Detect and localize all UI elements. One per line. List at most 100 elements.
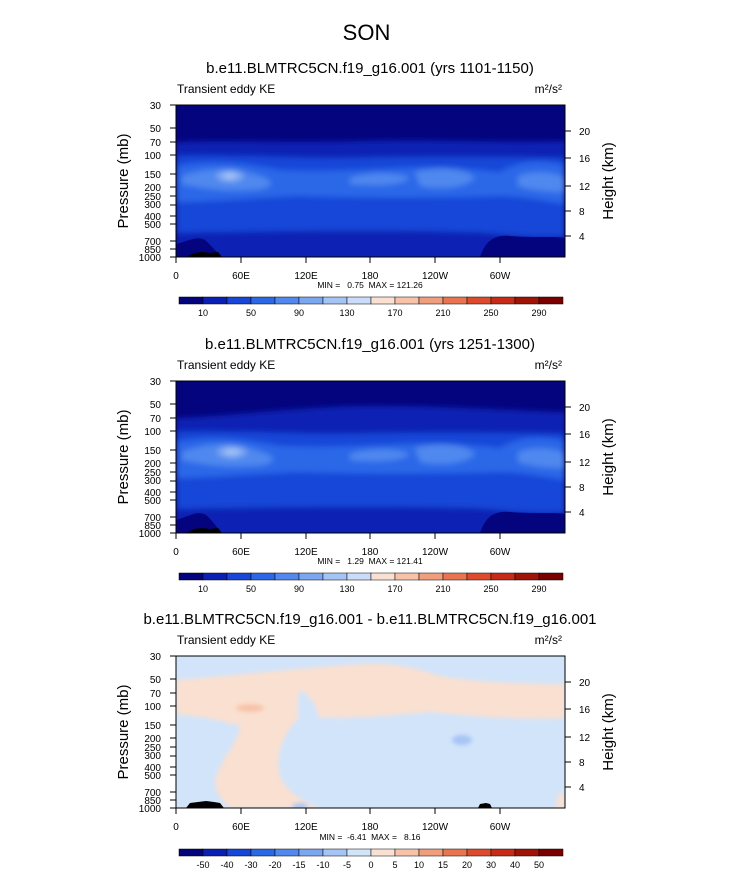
panel-2-y-tick: 200 — [144, 459, 161, 470]
colorbar-label: -50 — [196, 860, 209, 870]
colorbar-label: 130 — [339, 584, 354, 594]
panel-2-x-tick: 60E — [232, 547, 250, 558]
colorbar-swatch — [226, 572, 252, 581]
colorbar-label: 50 — [534, 860, 544, 870]
panel-2-y2-tick: 8 — [579, 483, 585, 494]
colorbar-label: 30 — [486, 860, 496, 870]
panel-1-y2-tick: 4 — [579, 232, 585, 243]
colorbar-swatch — [394, 296, 420, 305]
panel-3-y2-axis: 20 16 12 8 4 Height (km) — [565, 678, 617, 794]
panel-1-y-tick: 500 — [144, 220, 161, 231]
colorbar-swatch — [466, 848, 492, 857]
colorbar-swatch — [490, 296, 516, 305]
panel-2-y-axis-label: Pressure (mb) — [115, 409, 132, 504]
colorbar-label: 50 — [246, 308, 256, 318]
panel-3-y-tick: 1000 — [139, 804, 162, 815]
panel-2: b.e11.BLMTRC5CN.f19_g16.001 (yrs 1251-13… — [115, 336, 617, 594]
colorbar-swatch — [250, 296, 276, 305]
colorbar-swatch — [418, 572, 444, 581]
colorbar-swatch — [322, 296, 348, 305]
panel-3-y-tick: 50 — [150, 675, 162, 686]
panel-1-y-tick: 1000 — [139, 253, 162, 264]
colorbar-swatch — [298, 848, 324, 857]
panel-3-y2-tick: 12 — [579, 733, 591, 744]
colorbar-label: 170 — [387, 584, 402, 594]
panel-1-y-axis-label: Pressure (mb) — [115, 133, 132, 228]
panel-2-y-tick: 700 — [144, 513, 161, 524]
panel-1-x-tick: 120W — [422, 271, 449, 282]
panel-1-y-tick: 700 — [144, 237, 161, 248]
colorbar-swatch — [202, 848, 228, 857]
panel-1-y-tick: 100 — [144, 151, 161, 162]
colorbar-label: 90 — [294, 584, 304, 594]
panel-2-x-axis: 0 60E 120E 180 120W 60W — [173, 533, 511, 558]
colorbar-label: 10 — [198, 308, 208, 318]
panel-1-y2-tick: 16 — [579, 154, 591, 165]
colorbar-swatch — [226, 296, 252, 305]
panel-3-variable-label: Transient eddy KE — [177, 633, 275, 647]
colorbar-swatch — [298, 572, 324, 581]
colorbar-swatch — [274, 296, 300, 305]
panel-1-x-tick: 180 — [362, 271, 379, 282]
colorbar-swatch — [538, 848, 564, 857]
colorbar-label: -20 — [268, 860, 281, 870]
panel-1-x-tick: 120E — [294, 271, 318, 282]
colorbar-label: 290 — [531, 308, 546, 318]
colorbar-swatch — [514, 572, 540, 581]
panel-2-y2-tick: 12 — [579, 458, 591, 469]
panel-3-x-tick: 120W — [422, 822, 449, 833]
panel-2-y2-tick: 16 — [579, 430, 591, 441]
panel-1-x-axis: 0 60E 120E 180 120W 60W — [173, 257, 511, 282]
panel-1-x-tick: 60W — [490, 271, 511, 282]
colorbar-label: 15 — [438, 860, 448, 870]
panel-3-y-tick: 150 — [144, 721, 161, 732]
panel-2-y-axis: 30 50 70 100 150 200 250 300 400 500 700… — [115, 377, 176, 540]
panel-1-y-tick: 850 — [144, 245, 161, 256]
colorbar-swatch — [274, 848, 300, 857]
panel-1-y2-axis: 20 16 12 8 4 Height (km) — [565, 127, 617, 243]
panel-1-y-tick: 250 — [144, 192, 161, 203]
panel-2-x-tick: 120E — [294, 547, 318, 558]
panel-2-y-tick: 1000 — [139, 529, 162, 540]
panel-1-units: m²/s² — [535, 82, 562, 96]
colorbar-swatch — [442, 572, 468, 581]
colorbar-swatch — [178, 572, 204, 581]
panel-2-contour-field — [176, 381, 565, 533]
panel-1-x-tick: 60E — [232, 271, 250, 282]
panel-3-y-axis: 30 50 70 100 150 200 250 300 400 500 700… — [115, 652, 176, 815]
panel-1-y2-axis-label: Height (km) — [600, 142, 617, 220]
panel-2-y-tick: 150 — [144, 446, 161, 457]
panel-3-y2-tick: 4 — [579, 783, 585, 794]
colorbar-swatch — [490, 848, 516, 857]
colorbar-label: 250 — [483, 308, 498, 318]
panel-1-y2-tick: 20 — [579, 127, 591, 138]
colorbar-swatch — [322, 848, 348, 857]
panel-2-y-tick: 50 — [150, 400, 162, 411]
colorbar-swatch — [250, 572, 276, 581]
colorbar-swatch — [202, 572, 228, 581]
panel-3: b.e11.BLMTRC5CN.f19_g16.001 - b.e11.BLMT… — [115, 611, 617, 870]
colorbar-swatch — [346, 572, 372, 581]
panel-2-y-tick: 70 — [150, 414, 162, 425]
panel-3-contour-field — [176, 656, 565, 808]
colorbar-label: 40 — [510, 860, 520, 870]
main-title: SON — [342, 20, 391, 45]
colorbar-label: -30 — [244, 860, 257, 870]
panel-3-y-tick: 400 — [144, 763, 161, 774]
panel-1: b.e11.BLMTRC5CN.f19_g16.001 (yrs 1101-11… — [115, 60, 617, 318]
panel-1-y-tick: 400 — [144, 212, 161, 223]
colorbar-swatch — [490, 572, 516, 581]
panel-1-y-axis: 30 50 70 100 150 200 250 300 400 500 700… — [115, 101, 176, 264]
panel-3-y-tick: 100 — [144, 702, 161, 713]
panel-2-y-tick: 500 — [144, 496, 161, 507]
colorbar-label: 210 — [435, 308, 450, 318]
colorbar-swatch — [466, 296, 492, 305]
colorbar-label: 10 — [198, 584, 208, 594]
panel-2-x-tick: 60W — [490, 547, 511, 558]
colorbar-label: 170 — [387, 308, 402, 318]
panel-1-min-max: MIN = 0.75 MAX = 121.26 — [317, 280, 423, 290]
panel-3-x-tick: 60W — [490, 822, 511, 833]
panel-3-y-tick: 70 — [150, 689, 162, 700]
panel-3-y-tick: 250 — [144, 743, 161, 754]
panel-1-y-tick: 300 — [144, 200, 161, 211]
